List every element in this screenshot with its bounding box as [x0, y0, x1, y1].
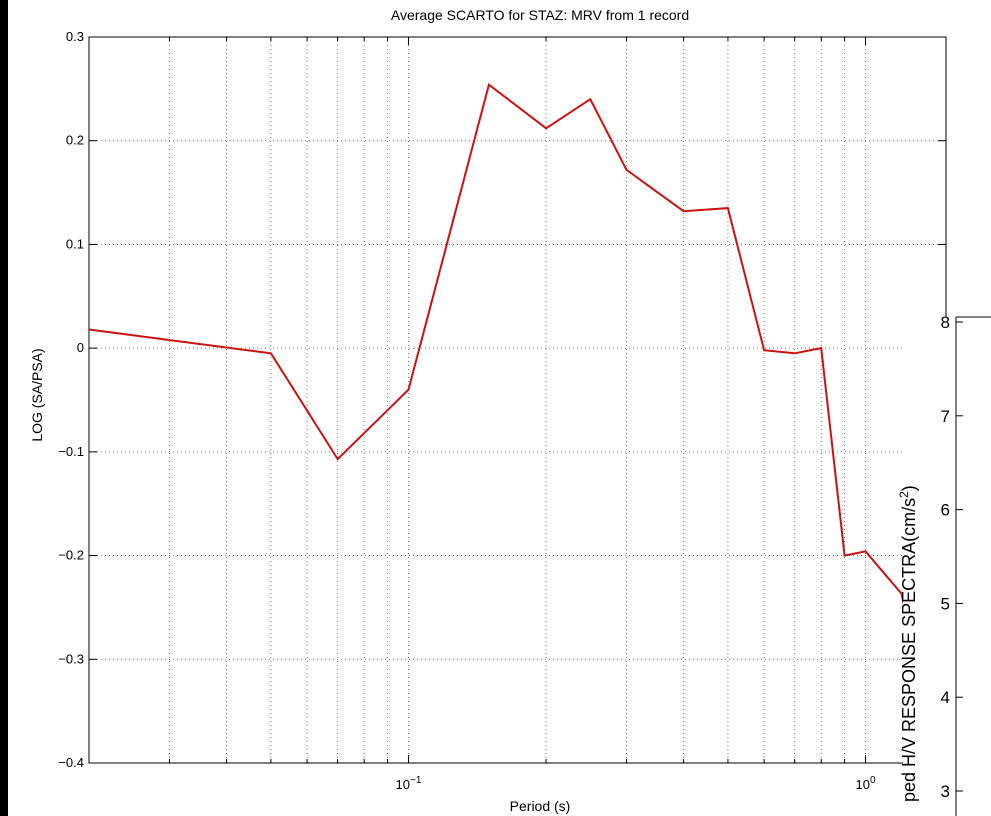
chart-title: Average SCARTO for STAZ: MRV from 1 reco…	[391, 7, 689, 23]
overlay-y-axis-label: ped H/V RESPONSE SPECTRA(cm/s2)	[897, 485, 919, 802]
overlay-y-label-superscript: 2	[897, 491, 911, 498]
y-tick-label: −0.3	[58, 651, 84, 666]
overlay-y-label-main: ped H/V RESPONSE SPECTRA(cm/s	[899, 498, 919, 802]
overlay-y-tick-label: 7	[941, 407, 950, 426]
overlay-chart: 8 7 6 5 4 3 ped H/V RESPONSE SPECTRA(cm/s2)	[897, 313, 991, 816]
y-tick-label: 0.1	[66, 236, 84, 251]
figure-background	[8, 0, 991, 816]
overlay-y-label-tail: )	[899, 485, 919, 491]
overlay-background	[903, 317, 991, 816]
y-tick-label: −0.4	[58, 755, 84, 770]
y-axis-label: LOG (SA/PSA)	[29, 348, 45, 441]
series-layer	[88, 82, 947, 760]
overlay-y-tick-label: 5	[941, 594, 950, 613]
x-tick-label: 10−1	[396, 775, 422, 792]
overlay-y-tick-label: 4	[941, 688, 950, 707]
overlay-y-tick-label: 8	[941, 313, 950, 332]
y-tick-label: 0.3	[66, 29, 84, 44]
overlay-y-tick-label: 3	[941, 782, 950, 801]
overlay-y-tick-label: 6	[941, 501, 950, 520]
x-tick-label: 100	[856, 775, 876, 792]
series-line	[88, 82, 947, 760]
x-axis-label: Period (s)	[510, 798, 571, 814]
y-tick-label: 0.2	[66, 133, 84, 148]
y-tick-label: 0	[77, 340, 84, 355]
y-tick-label: −0.2	[58, 548, 84, 563]
grid-layer	[88, 37, 946, 763]
y-tick-label: −0.1	[58, 444, 84, 459]
overlay-ticks: 8 7 6 5 4 3	[941, 313, 963, 801]
